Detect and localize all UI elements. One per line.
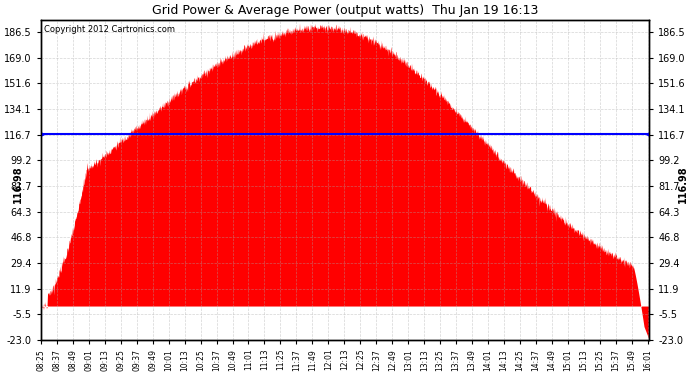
- Text: 116.98: 116.98: [12, 166, 23, 203]
- Text: Copyright 2012 Cartronics.com: Copyright 2012 Cartronics.com: [44, 24, 175, 33]
- Text: 116.98: 116.98: [678, 166, 688, 203]
- Title: Grid Power & Average Power (output watts)  Thu Jan 19 16:13: Grid Power & Average Power (output watts…: [152, 4, 538, 17]
